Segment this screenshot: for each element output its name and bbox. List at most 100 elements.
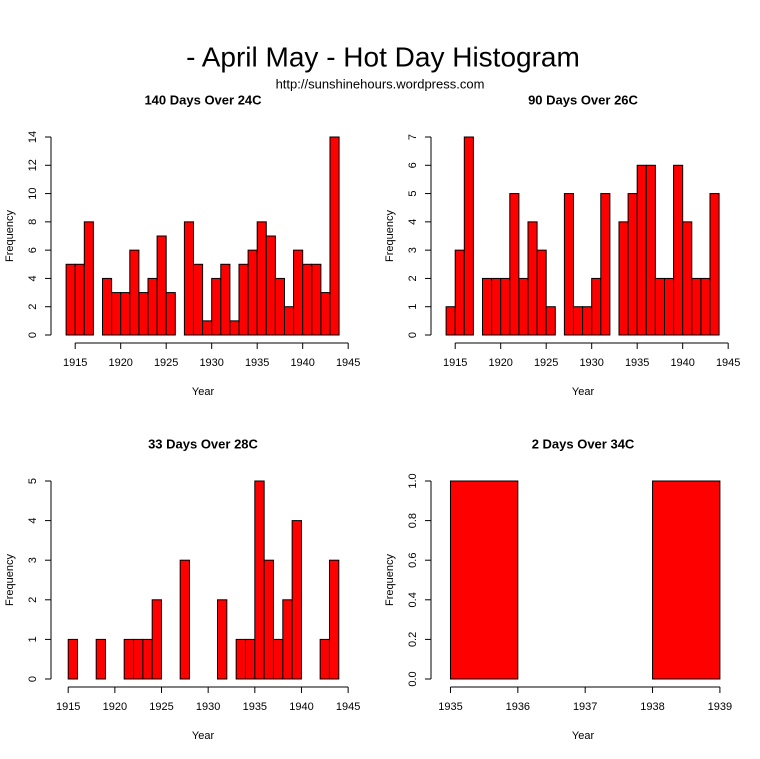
bar — [673, 164, 684, 336]
bar — [500, 277, 511, 336]
bar — [216, 599, 228, 680]
bar — [95, 638, 107, 680]
bar — [101, 277, 113, 336]
bar — [256, 221, 267, 336]
bar — [618, 221, 629, 336]
y-tick-label: 12 — [27, 159, 39, 171]
bar — [320, 292, 331, 336]
bar — [147, 277, 158, 336]
y-tick-label: 2 — [27, 304, 39, 310]
x-tick-label: 1925 — [154, 357, 178, 369]
y-tick-label: 2 — [27, 597, 39, 603]
y-tick-label: 6 — [407, 162, 419, 168]
y-tick-label: 0.0 — [407, 671, 419, 686]
bar — [67, 638, 79, 680]
x-tick-label: 1930 — [199, 357, 223, 369]
y-axis-label: Frequency — [384, 554, 396, 606]
y-tick-label: 4 — [407, 219, 419, 225]
y-tick-label: 0.8 — [407, 513, 419, 528]
bar — [563, 193, 574, 336]
bar — [247, 249, 258, 336]
bar — [700, 277, 711, 336]
y-tick-label: 2 — [407, 275, 419, 281]
y-tick-label: 3 — [407, 247, 419, 253]
x-tick-label: 1925 — [149, 701, 173, 713]
x-tick-label: 1937 — [573, 701, 597, 713]
x-tick-label: 1935 — [245, 357, 269, 369]
bar — [491, 277, 502, 336]
bar — [165, 292, 176, 336]
y-tick-label: 0 — [407, 332, 419, 338]
x-tick-label: 1940 — [290, 357, 314, 369]
y-axis-label: Frequency — [4, 210, 16, 262]
bar — [123, 638, 135, 680]
bar — [142, 638, 153, 680]
y-tick-label: 8 — [27, 219, 39, 225]
bar — [600, 193, 611, 336]
y-axis-label: Frequency — [4, 554, 16, 606]
bar — [211, 277, 222, 336]
x-tick-label: 1915 — [443, 357, 467, 369]
bar — [272, 638, 284, 680]
bar — [293, 249, 304, 336]
bar — [319, 638, 330, 680]
y-tick-label: 0 — [27, 676, 39, 682]
x-tick-label: 1930 — [196, 701, 220, 713]
bar — [244, 638, 256, 680]
x-tick-label: 1936 — [506, 701, 530, 713]
bar — [627, 193, 638, 336]
bar — [220, 263, 231, 336]
figure-title: - April May - Hot Day Histogram — [186, 41, 580, 72]
bar — [582, 306, 593, 336]
y-tick-label: 5 — [407, 191, 419, 197]
x-tick-label: 1935 — [625, 357, 649, 369]
x-axis-label: Year — [572, 730, 595, 742]
x-tick-label: 1935 — [243, 701, 267, 713]
bar — [291, 520, 302, 680]
x-tick-label: 1920 — [108, 357, 132, 369]
y-tick-label: 14 — [27, 131, 39, 143]
y-tick-label: 5 — [27, 478, 39, 484]
figure-subtitle: http://sunshinehours.wordpress.com — [276, 76, 485, 91]
chart-title: 90 Days Over 26C — [528, 92, 638, 107]
x-tick-label: 1945 — [336, 701, 360, 713]
y-tick-label: 4 — [27, 275, 39, 281]
bar — [183, 221, 194, 336]
bar — [449, 480, 519, 680]
bar — [509, 193, 520, 336]
y-tick-label: 1 — [407, 304, 419, 310]
x-tick-label: 1925 — [534, 357, 558, 369]
bar — [111, 292, 122, 336]
y-tick-label: 1 — [27, 636, 39, 642]
bar — [202, 320, 213, 336]
x-tick-label: 1920 — [488, 357, 512, 369]
y-tick-label: 1.0 — [407, 473, 419, 488]
bar — [463, 136, 474, 336]
bar — [302, 263, 313, 336]
x-tick-label: 1915 — [56, 701, 80, 713]
bar — [527, 221, 538, 336]
y-tick-label: 0.2 — [407, 632, 419, 647]
bar — [133, 638, 144, 680]
bar — [265, 235, 276, 336]
bar — [274, 277, 285, 336]
y-tick-label: 6 — [27, 247, 39, 253]
y-tick-label: 4 — [27, 518, 39, 524]
x-tick-label: 1940 — [670, 357, 694, 369]
bar — [591, 277, 602, 336]
chart-title: 140 Days Over 24C — [144, 92, 262, 107]
y-tick-label: 3 — [27, 557, 39, 563]
y-tick-label: 0.4 — [407, 592, 419, 607]
x-tick-label: 1938 — [640, 701, 664, 713]
bar — [518, 277, 529, 336]
bar — [254, 480, 265, 680]
bar — [151, 599, 163, 680]
bar — [545, 306, 556, 336]
bar — [179, 559, 191, 680]
bar — [481, 277, 493, 336]
x-tick-label: 1920 — [103, 701, 127, 713]
y-tick-label: 7 — [407, 134, 419, 140]
bar — [691, 277, 702, 336]
bar — [65, 263, 76, 336]
bar — [138, 292, 149, 336]
